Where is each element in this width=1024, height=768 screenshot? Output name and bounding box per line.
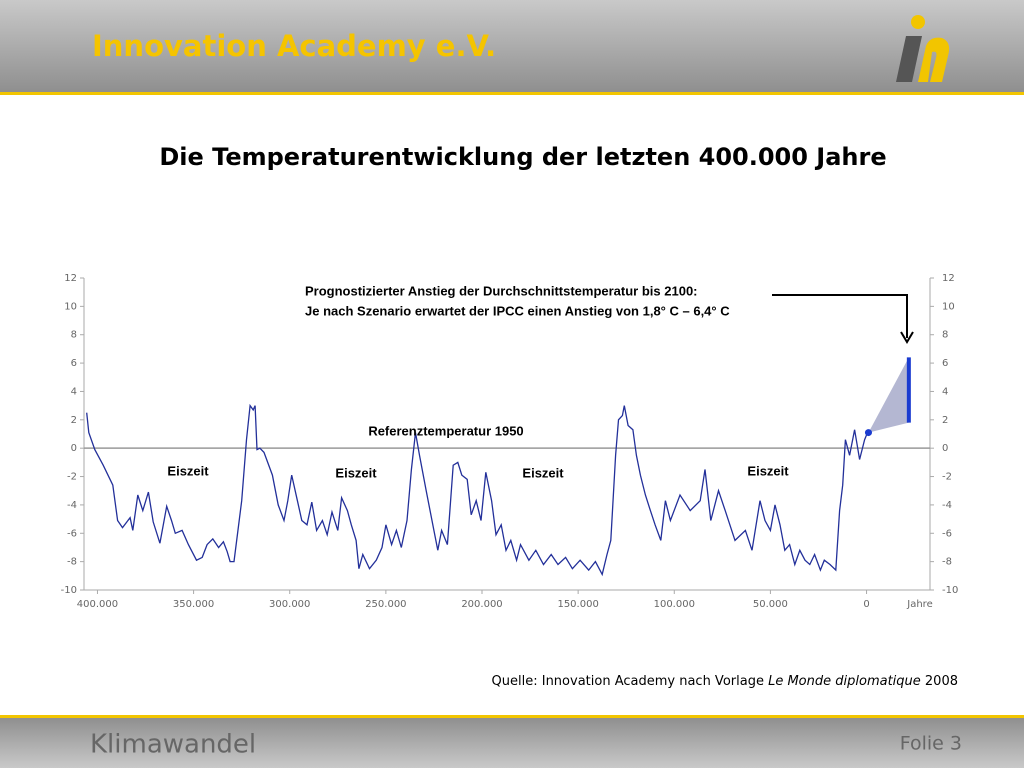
- y-tick-label: -8: [67, 557, 77, 568]
- chart-title: Die Temperaturentwicklung der letzten 40…: [159, 143, 886, 171]
- x-tick-label: 250.000: [365, 599, 406, 610]
- header-title: Innovation Academy e.V.: [92, 29, 496, 63]
- y-tick-label: -10: [61, 585, 77, 596]
- header-rule: [0, 92, 1024, 95]
- plot: -10 -8 -6 -4 -2 0 2 4 6 8 10 12 -10 -8 -6 -4 -2 0 2 4 6 8 10 12…: [61, 273, 959, 610]
- header-bar: [0, 0, 1024, 92]
- x-axis-label: Jahre: [906, 599, 932, 610]
- y-tick-label: 2: [71, 415, 77, 426]
- x-tick-label: 100.000: [654, 599, 695, 610]
- footer-title: Klimawandel: [90, 730, 256, 760]
- y-tick-label: 4: [71, 386, 77, 397]
- page-number: Folie 3: [900, 733, 962, 755]
- x-tick-label: 50.000: [753, 599, 788, 610]
- footer-bar: [0, 718, 1024, 768]
- y2-tick-label: -10: [942, 585, 958, 596]
- forecast-start: [864, 429, 872, 437]
- forecast-text: Prognostizierter Anstieg der Durchschnit…: [305, 283, 698, 298]
- x-tick-label: 400.000: [77, 599, 118, 610]
- source-italic: Le Monde diplomatique: [768, 674, 921, 689]
- reference-label: Referenztemperatur 1950: [368, 423, 523, 438]
- y-tick-label: -6: [67, 528, 77, 539]
- y2-tick-label: -8: [942, 557, 952, 568]
- y2-tick-label: 6: [942, 358, 948, 369]
- x-tick-label: 200.000: [461, 599, 502, 610]
- y2-tick-label: 2: [942, 415, 948, 426]
- y-tick-label: -2: [67, 472, 77, 483]
- y2-tick-label: 0: [942, 443, 948, 454]
- y2-tick-label: 10: [942, 301, 955, 312]
- y2-tick-label: -4: [942, 500, 952, 511]
- ice-age-label: Eiszeit: [335, 465, 377, 480]
- footer-rule: [0, 715, 1024, 718]
- y-tick-label: 6: [71, 358, 77, 369]
- x-tick-label: 150.000: [557, 599, 598, 610]
- y2-tick-label: 8: [942, 330, 948, 341]
- y-tick-label: -4: [67, 500, 77, 511]
- x-tick-label: 0: [863, 599, 869, 610]
- forecast-text: Je nach Szenario erwartet der IPCC einen…: [305, 303, 730, 318]
- source-prefix: Quelle: Innovation Academy nach Vorlage: [492, 674, 769, 689]
- y-tick-label: 12: [64, 273, 77, 284]
- x-tick-label: 300.000: [269, 599, 310, 610]
- ice-age-label: Eiszeit: [747, 463, 789, 478]
- y2-tick-label: -6: [942, 528, 952, 539]
- forecast-arrow: [772, 294, 908, 338]
- source-note: Quelle: Innovation Academy nach Vorlage …: [492, 674, 958, 689]
- logo: [896, 15, 950, 82]
- y2-tick-label: -2: [942, 472, 952, 483]
- forecast-range: [868, 357, 909, 433]
- y-tick-label: 8: [71, 330, 77, 341]
- y2-tick-label: 4: [942, 386, 948, 397]
- arrow-head: [900, 331, 914, 344]
- y-tick-label: 0: [71, 443, 77, 454]
- ice-age-label: Eiszeit: [522, 465, 564, 480]
- x-tick-label: 350.000: [173, 599, 214, 610]
- y-tick-label: 10: [64, 301, 77, 312]
- source-suffix: 2008: [921, 674, 958, 689]
- temperature-line: [86, 403, 869, 577]
- y2-tick-label: 12: [942, 273, 955, 284]
- ice-age-label: Eiszeit: [167, 463, 209, 478]
